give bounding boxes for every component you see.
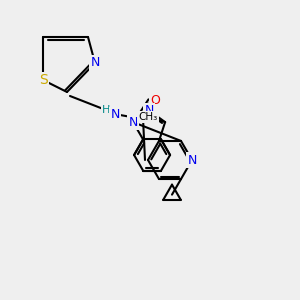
Text: N: N: [90, 56, 100, 70]
Text: O: O: [150, 94, 160, 107]
Text: N: N: [110, 109, 120, 122]
Text: N: N: [144, 104, 154, 117]
Text: N: N: [187, 154, 197, 166]
Text: H: H: [102, 105, 110, 115]
Text: S: S: [39, 73, 47, 87]
Text: CH₃: CH₃: [138, 112, 158, 122]
Text: N: N: [128, 116, 138, 129]
